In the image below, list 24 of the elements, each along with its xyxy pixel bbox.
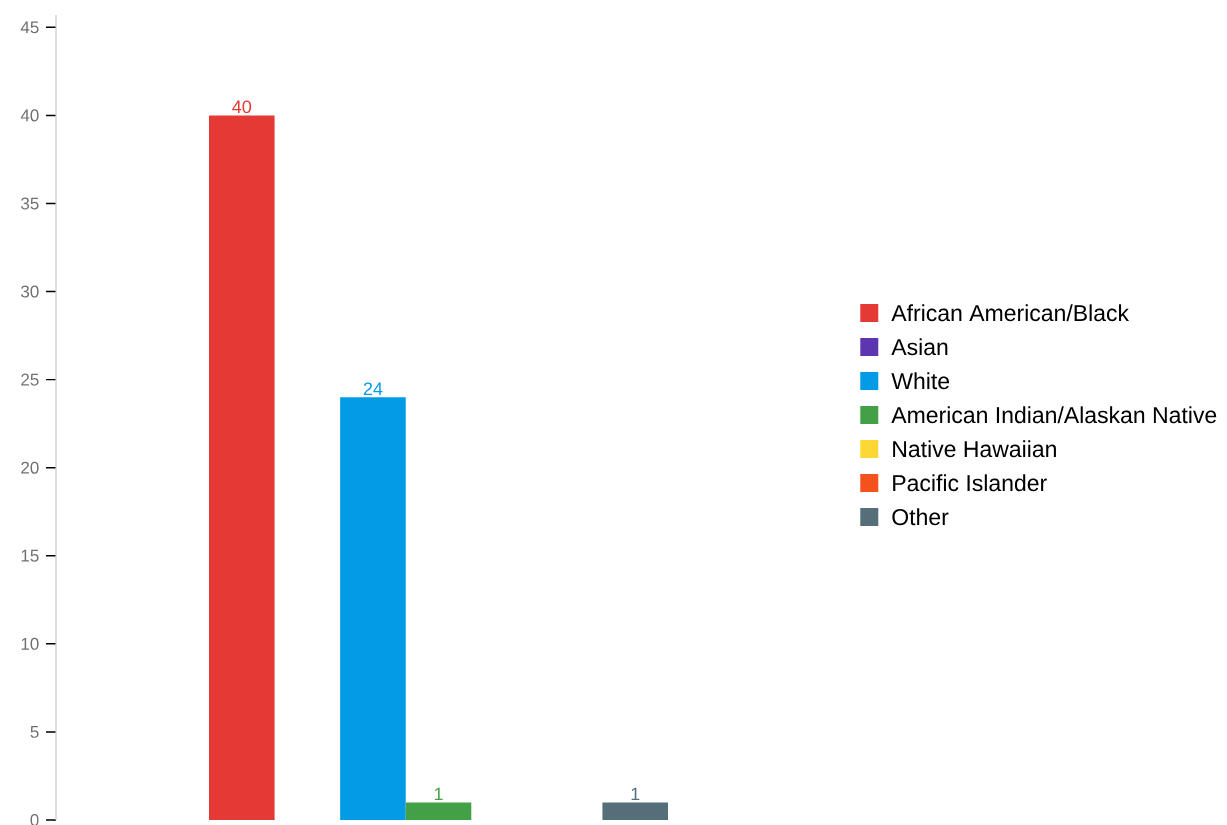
legend-label: African American/Black: [891, 304, 1130, 322]
legend-label: Native Hawaiian: [893, 440, 1056, 458]
bar: [340, 397, 406, 820]
y-tick-label: 40: [20, 109, 39, 122]
y-tick-label: 20: [21, 461, 39, 474]
legend-label: Asian: [891, 338, 948, 356]
y-tick-label: 5: [30, 726, 39, 738]
data-label: 40: [232, 100, 252, 114]
data-label: 1: [434, 787, 443, 801]
legend-label: Other: [892, 508, 949, 526]
y-tick-label: 45: [20, 21, 39, 34]
legend-label: White: [891, 372, 950, 390]
y-tick-label: 10: [21, 637, 39, 650]
data-label: 1: [631, 787, 640, 801]
legend-label: Pacific Islander: [893, 474, 1047, 492]
data-label: 24: [363, 382, 383, 395]
y-tick-label: 35: [21, 197, 39, 210]
legend-label: American Indian/Alaskan Native: [891, 406, 1217, 424]
bar: [405, 802, 472, 820]
y-tick-label: 30: [21, 285, 39, 298]
y-tick-label: 25: [21, 373, 39, 386]
bar: [602, 802, 668, 820]
y-tick-label: 15: [21, 549, 39, 562]
bar: [209, 115, 275, 820]
